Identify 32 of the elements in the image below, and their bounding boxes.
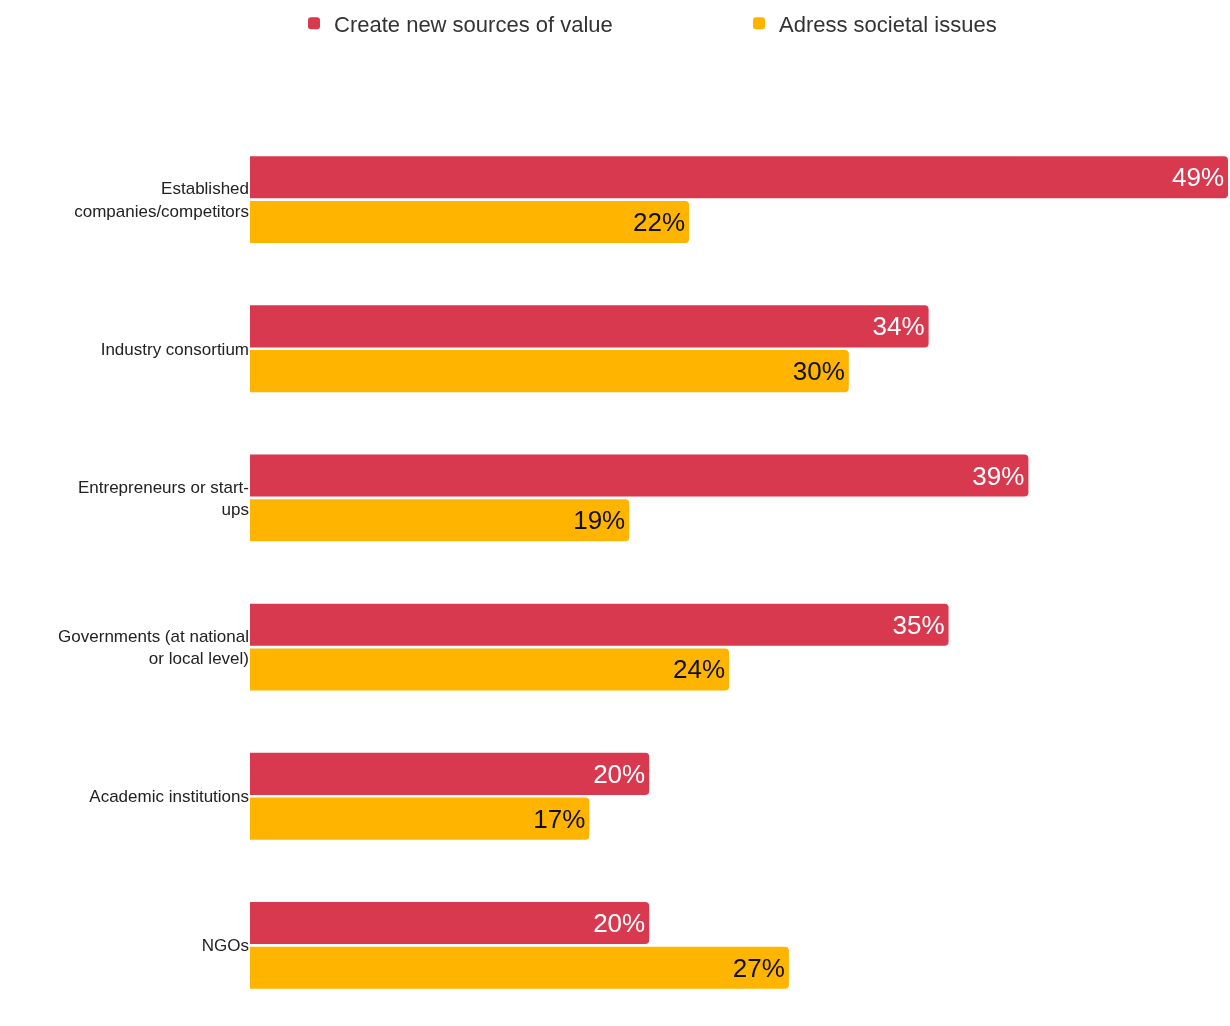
bar (250, 454, 1029, 497)
y-tick-label: Industry consortium (100, 339, 249, 359)
data-label: 24% (672, 654, 726, 685)
data-label: 19% (573, 505, 626, 536)
y-tick-label: Entrepreneurs or start-ups (77, 477, 249, 519)
data-label: 20% (593, 908, 646, 939)
bar (250, 902, 650, 945)
bar (250, 797, 590, 840)
bar (250, 156, 1228, 199)
bar (250, 603, 949, 646)
y-tick-label: NGOs (201, 936, 249, 956)
data-label: 20% (593, 758, 646, 789)
bar (250, 200, 690, 243)
y-tick-label: Academic institutions (89, 787, 249, 807)
data-label: 39% (972, 460, 1025, 491)
data-label: 35% (892, 609, 945, 640)
y-tick-label: Governments (at national or local level) (58, 626, 249, 669)
legend-label: Create new sources of value (334, 11, 613, 37)
bar (250, 350, 849, 393)
data-label: 49% (1171, 162, 1224, 193)
data-label: 22% (633, 206, 686, 237)
data-label: 27% (732, 952, 785, 983)
bar (250, 752, 650, 795)
legend-label: Adress societal issues (779, 11, 997, 37)
y-tick-label: Established companies/competitors (74, 179, 249, 221)
data-label: 30% (792, 356, 845, 387)
bar (250, 499, 630, 542)
bar (250, 305, 929, 348)
bar (250, 648, 730, 691)
data-label: 17% (533, 803, 586, 834)
data-label: 34% (872, 311, 925, 342)
bar (250, 946, 789, 989)
